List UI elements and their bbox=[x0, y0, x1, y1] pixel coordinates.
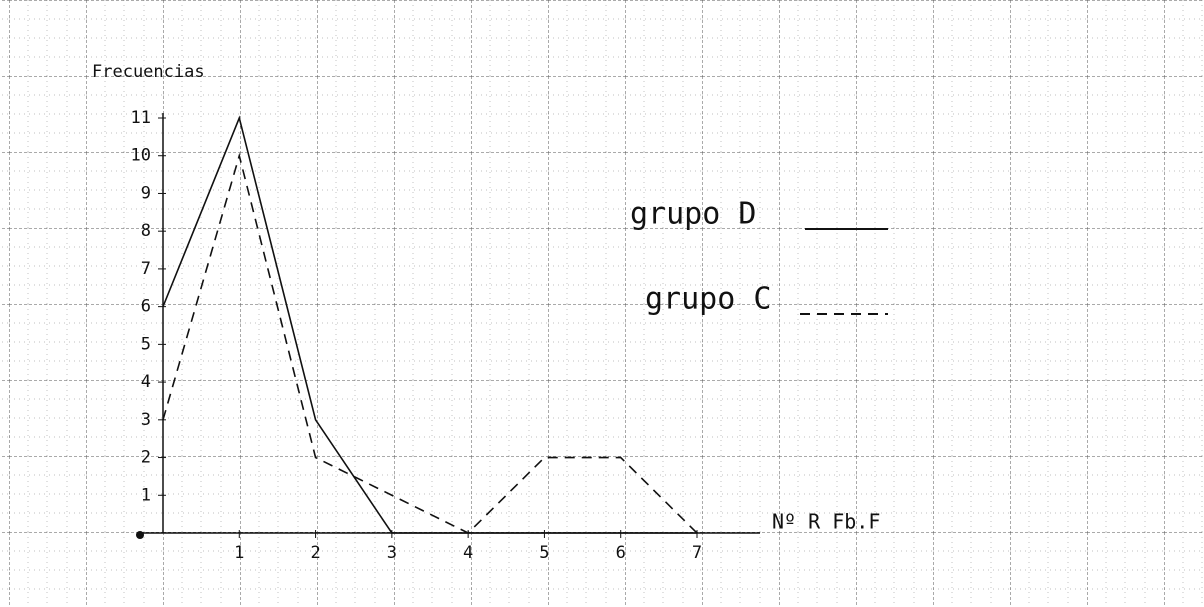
y-tick-label: 5 bbox=[141, 334, 151, 354]
y-tick-label: 3 bbox=[141, 410, 151, 430]
series-line bbox=[162, 115, 697, 534]
x-axis-label: Nº R Fb.F bbox=[772, 510, 880, 534]
x-tick-label: 2 bbox=[310, 543, 320, 563]
x-tick-label: 6 bbox=[616, 543, 626, 563]
x-tick-label: 4 bbox=[463, 543, 473, 563]
x-tick-label: 7 bbox=[692, 543, 702, 563]
y-tick-label: 4 bbox=[141, 372, 151, 392]
y-tick-label: 8 bbox=[141, 221, 151, 241]
y-tick-label: 9 bbox=[141, 183, 151, 203]
y-tick-label: 1 bbox=[141, 485, 151, 505]
origin-dot bbox=[136, 531, 144, 539]
y-tick-label: 7 bbox=[141, 259, 151, 279]
x-tick-label: 3 bbox=[387, 543, 397, 563]
y-tick-label: 2 bbox=[141, 448, 151, 468]
y-tick-label: 10 bbox=[131, 146, 151, 166]
legend-label: grupo C bbox=[645, 282, 771, 317]
x-tick-label: 5 bbox=[539, 543, 549, 563]
x-tick-label: 1 bbox=[234, 543, 244, 563]
series-line bbox=[162, 152, 698, 534]
legend-label: grupo D bbox=[630, 197, 756, 232]
y-tick-label: 6 bbox=[141, 297, 151, 317]
y-tick-label: 11 bbox=[131, 108, 151, 128]
y-axis-label: Frecuencias bbox=[92, 62, 205, 82]
